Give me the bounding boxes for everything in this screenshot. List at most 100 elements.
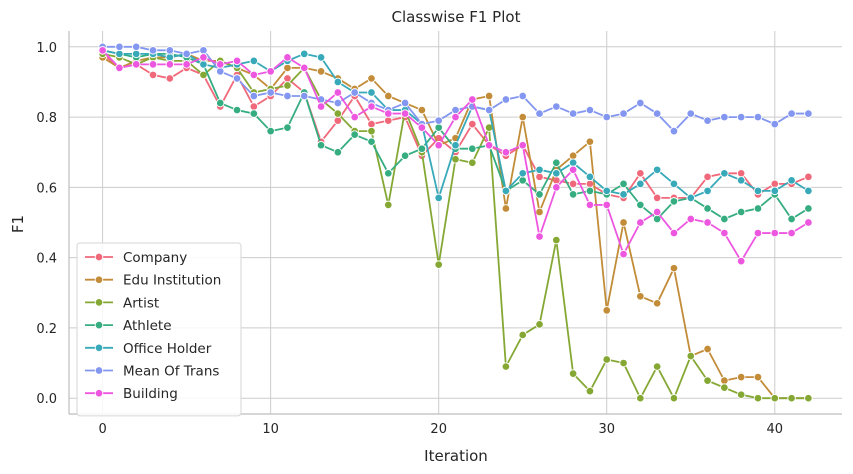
data-point bbox=[669, 179, 679, 189]
data-point bbox=[753, 186, 763, 196]
data-point bbox=[400, 109, 410, 118]
data-point bbox=[535, 172, 544, 182]
data-point bbox=[636, 169, 645, 178]
legend-marker bbox=[94, 252, 104, 262]
legend-item: Office Holder bbox=[85, 341, 212, 357]
data-point bbox=[283, 53, 292, 62]
data-point bbox=[518, 112, 527, 122]
data-point bbox=[165, 53, 175, 62]
data-point bbox=[249, 102, 259, 111]
data-point bbox=[283, 63, 292, 73]
data-point bbox=[568, 109, 578, 118]
data-point bbox=[115, 63, 124, 73]
data-point bbox=[652, 362, 662, 371]
data-point bbox=[434, 116, 443, 125]
data-point bbox=[501, 362, 511, 371]
data-point bbox=[400, 98, 410, 108]
series-layer bbox=[98, 42, 813, 403]
data-point bbox=[215, 60, 225, 69]
data-point bbox=[636, 218, 645, 227]
data-point bbox=[98, 46, 107, 55]
data-point bbox=[484, 140, 494, 150]
data-point bbox=[333, 88, 343, 97]
data-point bbox=[199, 53, 208, 62]
data-point bbox=[518, 140, 527, 150]
data-point bbox=[652, 207, 662, 217]
legend-label: Mean Of Trans bbox=[123, 364, 219, 380]
data-point bbox=[300, 49, 309, 59]
x-tick-label: 20 bbox=[430, 422, 447, 437]
data-point bbox=[316, 67, 326, 76]
data-point bbox=[736, 207, 746, 217]
data-point bbox=[568, 179, 578, 189]
data-point bbox=[552, 235, 561, 245]
data-point bbox=[669, 197, 679, 206]
data-point bbox=[182, 49, 191, 59]
y-tick-label: 0.0 bbox=[36, 392, 57, 407]
data-point bbox=[535, 320, 544, 329]
data-point bbox=[232, 105, 242, 115]
legend-item: Athlete bbox=[85, 318, 172, 334]
data-point bbox=[518, 176, 527, 185]
data-point bbox=[518, 91, 527, 101]
data-point bbox=[787, 228, 796, 238]
data-point bbox=[451, 140, 460, 150]
data-point bbox=[367, 102, 376, 111]
data-point bbox=[468, 95, 477, 104]
data-point bbox=[350, 130, 359, 139]
data-point bbox=[148, 46, 158, 55]
data-point bbox=[316, 53, 326, 62]
data-point bbox=[770, 228, 780, 238]
data-point bbox=[636, 292, 645, 301]
data-point bbox=[434, 140, 443, 150]
legend-label: Office Holder bbox=[123, 341, 212, 357]
y-tick-label: 0.6 bbox=[36, 181, 57, 196]
data-point bbox=[602, 112, 611, 122]
data-point bbox=[703, 186, 712, 196]
data-point bbox=[585, 179, 595, 189]
data-point bbox=[501, 204, 511, 213]
data-point bbox=[333, 77, 343, 87]
data-point bbox=[736, 390, 746, 399]
data-point bbox=[568, 151, 578, 160]
data-point bbox=[165, 60, 175, 69]
data-point bbox=[165, 74, 175, 83]
data-point bbox=[367, 119, 376, 129]
data-point bbox=[367, 137, 376, 146]
data-point bbox=[787, 393, 796, 403]
data-point bbox=[367, 88, 376, 97]
data-point bbox=[484, 91, 494, 101]
data-point bbox=[585, 186, 595, 196]
legend-item: Company bbox=[85, 250, 187, 266]
data-point bbox=[249, 109, 259, 118]
data-point bbox=[720, 214, 729, 224]
data-point bbox=[417, 123, 427, 132]
data-point bbox=[619, 249, 628, 259]
data-point bbox=[501, 95, 511, 104]
data-point bbox=[720, 228, 729, 238]
data-point bbox=[468, 158, 477, 168]
data-point bbox=[669, 263, 679, 273]
y-axis-label: F1 bbox=[9, 215, 27, 233]
y-tick-label: 0.8 bbox=[36, 111, 57, 126]
data-point bbox=[703, 344, 712, 354]
data-point bbox=[417, 105, 427, 115]
data-point bbox=[333, 147, 343, 157]
legend-label: Athlete bbox=[123, 318, 172, 334]
data-point bbox=[316, 140, 326, 150]
data-point bbox=[451, 105, 460, 115]
data-point bbox=[468, 144, 477, 153]
data-point bbox=[350, 112, 359, 122]
data-point bbox=[753, 112, 763, 122]
series-building bbox=[98, 46, 813, 266]
data-point bbox=[333, 116, 343, 125]
data-point bbox=[131, 42, 141, 52]
y-tick-label: 1.0 bbox=[36, 41, 57, 56]
x-axis-label: Iteration bbox=[424, 447, 488, 465]
data-point bbox=[266, 88, 275, 97]
data-point bbox=[703, 218, 712, 227]
data-point bbox=[720, 169, 729, 178]
data-point bbox=[568, 369, 578, 378]
data-point bbox=[652, 193, 662, 203]
data-point bbox=[148, 70, 158, 80]
